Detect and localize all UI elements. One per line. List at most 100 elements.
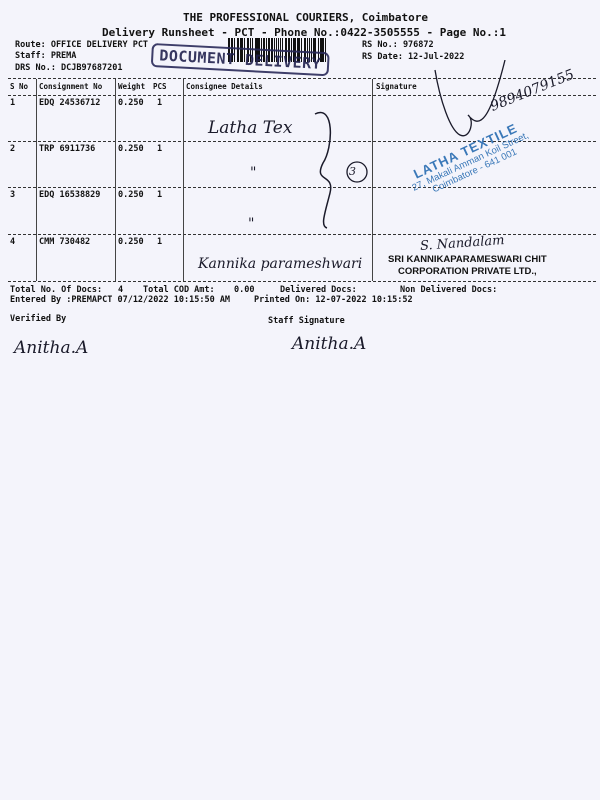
- barcode-bar: [275, 38, 278, 62]
- barcode-bar: [284, 38, 287, 62]
- barcode-bar: [238, 38, 240, 62]
- total-docs: 4: [118, 285, 124, 295]
- barcode-bar: [258, 38, 260, 62]
- barcode-bar: [273, 38, 275, 62]
- column-line: [183, 79, 184, 281]
- verified-signature: Anitha.A: [14, 338, 89, 358]
- cell-consignment: EDQ 16538829: [39, 190, 101, 200]
- verified-by-label: Verified By: [10, 314, 67, 324]
- barcode-bar: [278, 38, 279, 62]
- col-signature: Signature: [376, 82, 417, 91]
- cell-sno: 4: [10, 237, 16, 247]
- barcode-bar: [265, 38, 267, 62]
- col-consignment: Consignment No: [39, 82, 103, 91]
- drs-number: DRS No.: DCJB97687201: [15, 63, 123, 73]
- cell-sno: 1: [10, 98, 16, 108]
- barcode-bar: [243, 38, 246, 62]
- barcode-bar: [246, 38, 248, 62]
- divider: [8, 187, 596, 188]
- printed-on: Printed On: 12-07-2022 10:15:52: [254, 295, 413, 305]
- divider: [8, 141, 596, 142]
- handwritten-ditto-2: ": [250, 165, 257, 181]
- cell-pcs: 1: [157, 190, 163, 200]
- barcode-bar: [233, 38, 235, 62]
- barcode-bar: [228, 38, 230, 62]
- barcode-bar: [300, 38, 303, 62]
- staff: Staff: PREMA: [15, 51, 77, 61]
- barcode-bar: [290, 38, 292, 62]
- signature-row1: [434, 60, 506, 137]
- route: Route: OFFICE DELIVERY PCT: [15, 40, 149, 50]
- barcode-bar: [248, 38, 250, 62]
- barcode-bar: [305, 38, 307, 62]
- barcode-bar: [298, 38, 300, 62]
- col-consignee: Consignee Details: [186, 82, 263, 91]
- cod-label: Total COD Amt:: [143, 285, 215, 295]
- total-docs-label: Total No. Of Docs:: [10, 285, 103, 295]
- divider: [8, 78, 596, 79]
- runsheet-subtitle: Delivery Runsheet - PCT - Phone No.:0422…: [102, 26, 506, 39]
- bracket-mark: [314, 111, 368, 229]
- sri-kannikaparameswari-stamp: SRI KANNIKAPARAMESWARI CHIT CORPORATION …: [388, 254, 547, 278]
- col-weight: Weight: [118, 82, 146, 91]
- barcode-bar: [295, 38, 296, 62]
- barcode-bar: [282, 38, 284, 62]
- barcode-bar: [255, 38, 258, 62]
- column-line: [36, 79, 37, 281]
- col-sno: S No: [10, 82, 29, 91]
- delivered-docs: Delivered Docs:: [280, 285, 357, 295]
- staff-signature-label: Staff Signature: [268, 316, 345, 326]
- cod-amount: 0.00: [234, 285, 255, 295]
- cell-consignment: TRP 6911736: [39, 144, 96, 154]
- cell-pcs: 1: [157, 237, 163, 247]
- column-line: [372, 79, 373, 281]
- cell-sno: 3: [10, 190, 16, 200]
- cell-weight: 0.250: [118, 190, 144, 200]
- barcode-bar: [280, 38, 282, 62]
- rs-number: RS No.: 976872: [362, 40, 434, 50]
- stamp-line-1: SRI KANNIKAPARAMESWARI CHIT: [388, 254, 547, 265]
- rs-date: RS Date: 12-Jul-2022: [362, 52, 465, 62]
- barcode-bar: [319, 38, 322, 62]
- entered-by: Entered By :PREMAPCT 07/12/2022 10:15:50…: [10, 295, 231, 305]
- cell-pcs: 1: [157, 98, 163, 108]
- barcode-bar: [263, 38, 265, 62]
- cell-pcs: 1: [157, 144, 163, 154]
- handwritten-circled-count: 3: [349, 165, 356, 178]
- barcode-bar: [268, 38, 270, 62]
- barcode-bar: [236, 38, 238, 62]
- handwritten-signature-4: S. Nandalam: [419, 233, 505, 254]
- barcode-bar: [322, 38, 324, 62]
- barcode-bar: [311, 38, 313, 62]
- barcode-bar: [307, 38, 308, 62]
- stamp-line-2: CORPORATION PRIVATE LTD.,: [398, 265, 537, 277]
- col-pcs: PCS: [153, 82, 167, 91]
- handwritten-consignee-4: Kannika parameshwari: [198, 256, 363, 272]
- barcode-bar: [296, 38, 298, 62]
- barcode-bar: [261, 38, 263, 62]
- handwritten-ditto-3: ": [248, 216, 255, 232]
- divider: [8, 234, 596, 235]
- cell-weight: 0.250: [118, 98, 144, 108]
- barcode-bar: [252, 38, 253, 62]
- cell-weight: 0.250: [118, 237, 144, 247]
- barcode-bar: [293, 38, 295, 62]
- barcode-bar: [250, 38, 251, 62]
- barcode-bar: [309, 38, 310, 62]
- cell-consignment: EDQ 24536712: [39, 98, 101, 108]
- barcode-bar: [288, 38, 290, 62]
- barcode-bar: [312, 38, 315, 62]
- barcode-bar: [318, 38, 320, 62]
- column-line: [115, 79, 116, 281]
- barcode-bar: [254, 38, 256, 62]
- cell-consignment: CMM 730482: [39, 237, 91, 247]
- barcode-bar: [241, 38, 243, 62]
- barcode-bar: [325, 38, 327, 62]
- barcode-bar: [303, 38, 305, 62]
- barcode-bar: [231, 38, 233, 62]
- divider: [8, 281, 596, 282]
- cell-weight: 0.250: [118, 144, 144, 154]
- barcode-bar: [271, 38, 273, 62]
- handwritten-consignee-1: Latha Tex: [208, 118, 293, 138]
